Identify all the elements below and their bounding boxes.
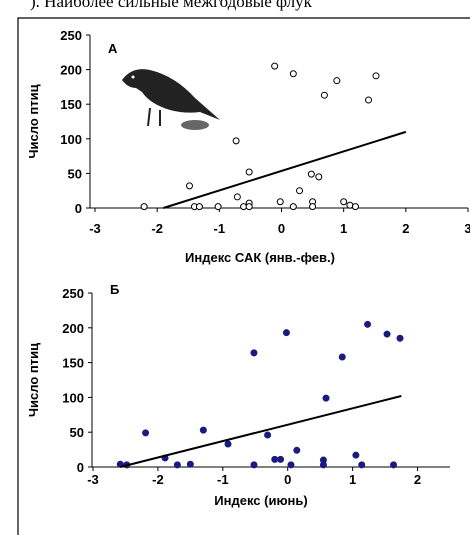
- point: [140, 203, 148, 211]
- point: [358, 461, 366, 469]
- point: [319, 461, 327, 469]
- header-text: ). Наиболее сильные межгодовые флук: [30, 0, 313, 11]
- x-tick-label: 2: [414, 472, 421, 487]
- point: [352, 451, 360, 459]
- x-tick-label: 0: [284, 472, 291, 487]
- y-tick-label: 0: [75, 201, 82, 216]
- point: [245, 168, 253, 176]
- point: [173, 461, 181, 469]
- y-tick-label: 150: [60, 97, 82, 112]
- point: [271, 455, 279, 463]
- point: [199, 426, 207, 434]
- x-tick-label: -1: [217, 472, 229, 487]
- point: [315, 173, 323, 181]
- x-tick-label: 3: [464, 221, 470, 236]
- point: [383, 330, 391, 338]
- x-axis-label: Индекс САК (янв.-фев.): [185, 250, 335, 265]
- point: [214, 203, 222, 211]
- x-tick-label: 0: [278, 221, 285, 236]
- panel-label: Б: [110, 282, 119, 297]
- point: [340, 198, 348, 206]
- point: [185, 182, 193, 190]
- point: [372, 72, 380, 80]
- x-tick-label: -2: [151, 221, 163, 236]
- point: [232, 137, 240, 145]
- point: [233, 193, 241, 201]
- point: [289, 70, 297, 78]
- y-tick-label: 50: [70, 425, 84, 440]
- y-tick-label: 200: [60, 63, 82, 78]
- point: [195, 203, 203, 211]
- x-tick-label: 1: [340, 221, 347, 236]
- y-tick-label: 250: [62, 286, 84, 301]
- point: [293, 446, 301, 454]
- point: [142, 429, 150, 437]
- point: [245, 203, 253, 211]
- y-tick-label: 100: [60, 132, 82, 147]
- trend-line: [120, 395, 402, 468]
- point: [365, 96, 373, 104]
- point: [396, 334, 404, 342]
- y-tick-label: 100: [62, 390, 84, 405]
- x-tick-label: -2: [152, 472, 164, 487]
- point: [276, 198, 284, 206]
- point: [390, 461, 398, 469]
- panel-label: А: [108, 41, 118, 56]
- point: [307, 170, 315, 178]
- y-axis-label: Число птиц: [26, 343, 41, 417]
- x-tick-label: 1: [349, 472, 356, 487]
- y-axis-label: Число птиц: [26, 84, 41, 158]
- point: [186, 460, 194, 468]
- point: [296, 187, 304, 195]
- point: [224, 440, 232, 448]
- point: [277, 455, 285, 463]
- x-tick-label: -3: [89, 221, 101, 236]
- point: [287, 461, 295, 469]
- y-tick-label: 50: [68, 166, 82, 181]
- point: [250, 461, 258, 469]
- x-tick-label: -1: [214, 221, 226, 236]
- point: [364, 320, 372, 328]
- point: [351, 203, 359, 211]
- x-axis-label: Индекс (июнь): [214, 493, 307, 508]
- trend-line: [163, 130, 407, 209]
- y-tick-label: 150: [62, 356, 84, 371]
- y-tick-label: 0: [77, 460, 84, 475]
- point: [264, 431, 272, 439]
- point: [333, 77, 341, 85]
- point: [346, 201, 354, 209]
- point: [250, 349, 258, 357]
- point: [309, 203, 317, 211]
- point: [322, 394, 330, 402]
- point: [320, 91, 328, 99]
- bird-illustration: [122, 69, 220, 130]
- x-tick-label: 2: [402, 221, 409, 236]
- x-tick-label: -3: [87, 472, 99, 487]
- y-tick-label: 200: [62, 321, 84, 336]
- y-tick-label: 250: [60, 28, 82, 43]
- point: [271, 62, 279, 70]
- point: [338, 353, 346, 361]
- point: [289, 203, 297, 211]
- frame: [17, 17, 470, 535]
- point: [282, 329, 290, 337]
